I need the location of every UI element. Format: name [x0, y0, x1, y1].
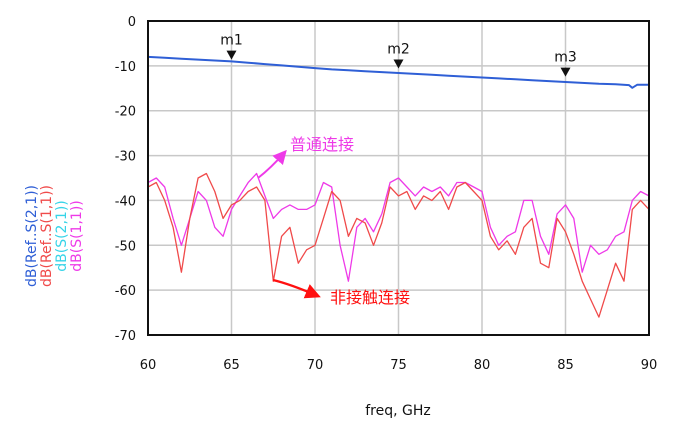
x-tick-label: 60	[140, 358, 157, 373]
y-axis-legend: dB(Ref..S(2,1)) dB(Ref..S(1,1)) dB(S(2,1…	[24, 185, 85, 287]
x-axis-label: freq, GHz	[365, 403, 431, 419]
y-tick-label: -20	[115, 105, 136, 120]
series-line-2	[148, 172, 649, 282]
y-tick-label: -40	[115, 194, 136, 209]
y-tick-label: -60	[115, 284, 136, 299]
y-tick-label: -30	[115, 150, 136, 165]
x-tick-label: 90	[641, 358, 658, 373]
annotation-contactless-connection: 非接触连接	[330, 288, 410, 307]
x-tick-label: 75	[390, 358, 407, 373]
y-legend-ref-s21: dB(Ref..S(2,1))	[24, 185, 40, 287]
marker-label: m1	[220, 33, 243, 49]
marker-label: m3	[554, 50, 577, 66]
y-legend-ref-s11: dB(Ref..S(1,1))	[39, 185, 55, 287]
x-tick-label: 85	[557, 358, 574, 373]
marker-triangle	[393, 59, 404, 69]
marker-triangle	[226, 50, 237, 60]
y-legend-s21: dB(S(2,1))	[54, 200, 70, 272]
x-tick-label: 65	[223, 358, 240, 373]
y-legend-s11: dB(S(1,1))	[69, 200, 85, 272]
plot-frame	[147, 20, 650, 336]
annotation-normal-connection: 普通连接	[290, 135, 354, 154]
series-lines	[148, 55, 649, 318]
y-tick-label: 0	[128, 15, 136, 30]
tick-labels: 60 65 70 75 80 85 90 0 -10 -20 -30 -40 -50 -60 -70	[115, 15, 658, 373]
y-tick-label: -10	[115, 60, 136, 75]
marker-group: m1 m2 m3	[220, 33, 577, 77]
marker-label: m2	[387, 42, 410, 58]
series-line-0	[148, 55, 649, 89]
y-tick-label: -50	[115, 239, 136, 254]
normal-connection-arrow	[257, 149, 287, 179]
y-tick-label: -70	[115, 329, 136, 344]
series-line-1	[148, 172, 649, 318]
x-tick-label: 70	[307, 358, 324, 373]
x-tick-label: 80	[474, 358, 491, 373]
marker-triangle	[560, 67, 571, 77]
contactless-connection-arrow	[272, 278, 321, 299]
